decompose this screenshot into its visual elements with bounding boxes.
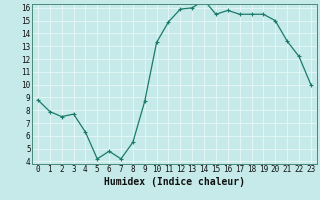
X-axis label: Humidex (Indice chaleur): Humidex (Indice chaleur) bbox=[104, 177, 245, 187]
